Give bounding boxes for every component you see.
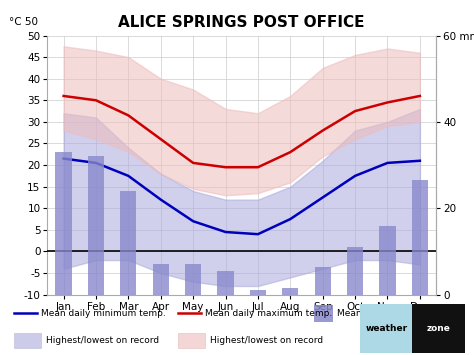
Bar [347,247,363,295]
Text: weather: weather [365,324,407,333]
Bar [315,267,331,295]
Bar [379,225,396,295]
Text: zone: zone [427,324,450,333]
Bar [360,304,412,353]
Bar [14,333,41,348]
Bar [314,305,333,322]
Title: ALICE SPRINGS POST OFFICE: ALICE SPRINGS POST OFFICE [118,15,365,30]
Text: Mean daily maximum temp.: Mean daily maximum temp. [205,309,332,318]
Bar [178,333,205,348]
Bar [153,264,169,295]
Bar [250,290,266,295]
Bar [412,180,428,295]
Bar [412,304,465,353]
Text: Highest/lowest on record: Highest/lowest on record [46,336,159,345]
Bar [55,152,72,295]
Text: °C 50: °C 50 [9,17,37,27]
Bar [88,157,104,295]
Text: Mean daily minimum temp.: Mean daily minimum temp. [41,309,166,318]
Bar [282,288,299,295]
Bar [120,191,137,295]
Text: Mean monthly rainfall: Mean monthly rainfall [337,309,437,318]
Bar [218,271,234,295]
Bar [185,264,201,295]
Text: Highest/lowest on record: Highest/lowest on record [210,336,323,345]
